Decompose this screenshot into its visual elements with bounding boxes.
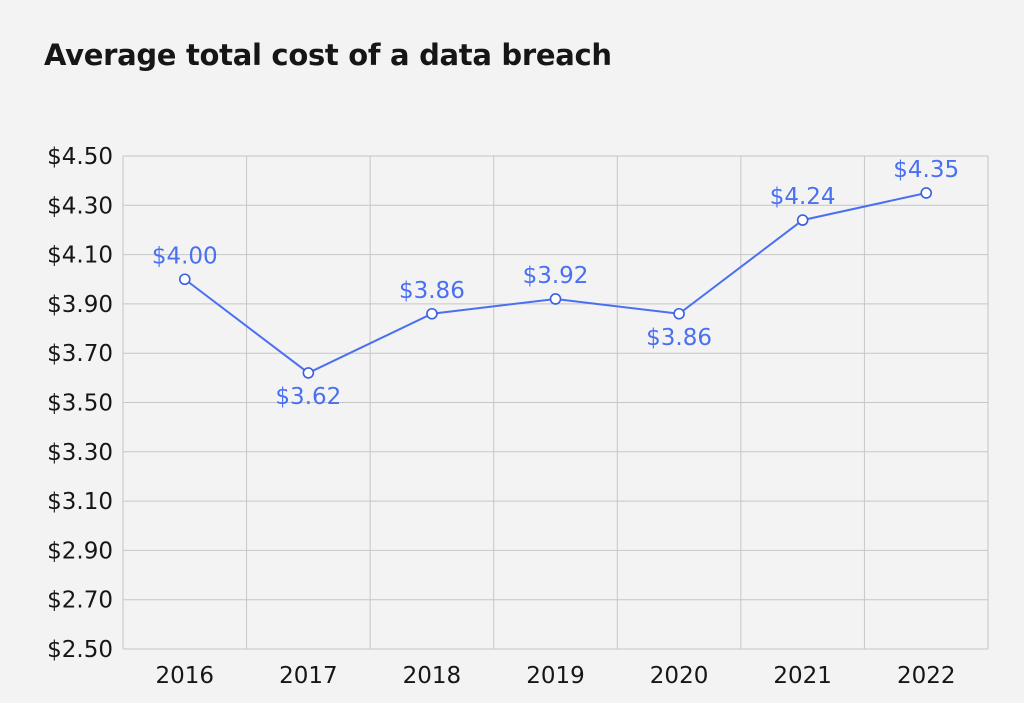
x-tick-label: 2022 <box>897 663 956 689</box>
data-point <box>673 307 685 320</box>
y-tick-label: $2.70 <box>47 588 113 614</box>
data-point <box>178 273 191 286</box>
y-tick-label: $4.30 <box>47 193 113 219</box>
data-point <box>302 367 315 379</box>
x-tick-label: 2020 <box>650 663 709 689</box>
data-point <box>796 214 809 226</box>
y-tick-label: $3.30 <box>47 440 113 466</box>
y-tick-label: $2.90 <box>47 538 113 564</box>
x-tick-label: 2017 <box>279 663 338 689</box>
chart-title: Average total cost of a data breach <box>44 38 612 72</box>
data-label: $3.86 <box>399 278 465 304</box>
x-tick-label: 2016 <box>156 663 215 689</box>
grid <box>122 155 989 650</box>
y-tick-label: $3.90 <box>47 292 113 318</box>
y-tick-label: $4.50 <box>47 144 113 170</box>
y-tick-label: $4.10 <box>47 243 113 269</box>
y-tick-label: $3.50 <box>47 391 113 417</box>
x-tick-label: 2019 <box>526 663 585 689</box>
data-point <box>920 187 933 199</box>
data-label: $4.00 <box>152 243 218 269</box>
data-label: $4.24 <box>770 184 836 210</box>
data-labels: $4.00 $3.62 $3.86 $3.92 $3.86 $4.24 $4.35 <box>152 157 959 410</box>
series <box>178 187 933 379</box>
data-point <box>426 307 438 320</box>
x-tick-label: 2021 <box>773 663 832 689</box>
data-point <box>549 293 562 305</box>
data-label: $3.92 <box>523 263 589 289</box>
x-tick-label: 2018 <box>403 663 462 689</box>
data-label: $3.62 <box>275 384 341 410</box>
y-tick-label: $3.70 <box>47 341 113 367</box>
y-axis: $2.50 $2.70 $2.90 $3.10 $3.30 $3.50 $3.70 $3.90… <box>47 144 113 663</box>
data-label: $3.86 <box>646 325 712 351</box>
y-tick-label: $2.50 <box>47 637 113 663</box>
data-label: $4.35 <box>893 157 959 183</box>
x-axis: 2016 2017 2018 2019 2020 2021 2022 <box>156 663 956 689</box>
y-tick-label: $3.10 <box>47 489 113 515</box>
